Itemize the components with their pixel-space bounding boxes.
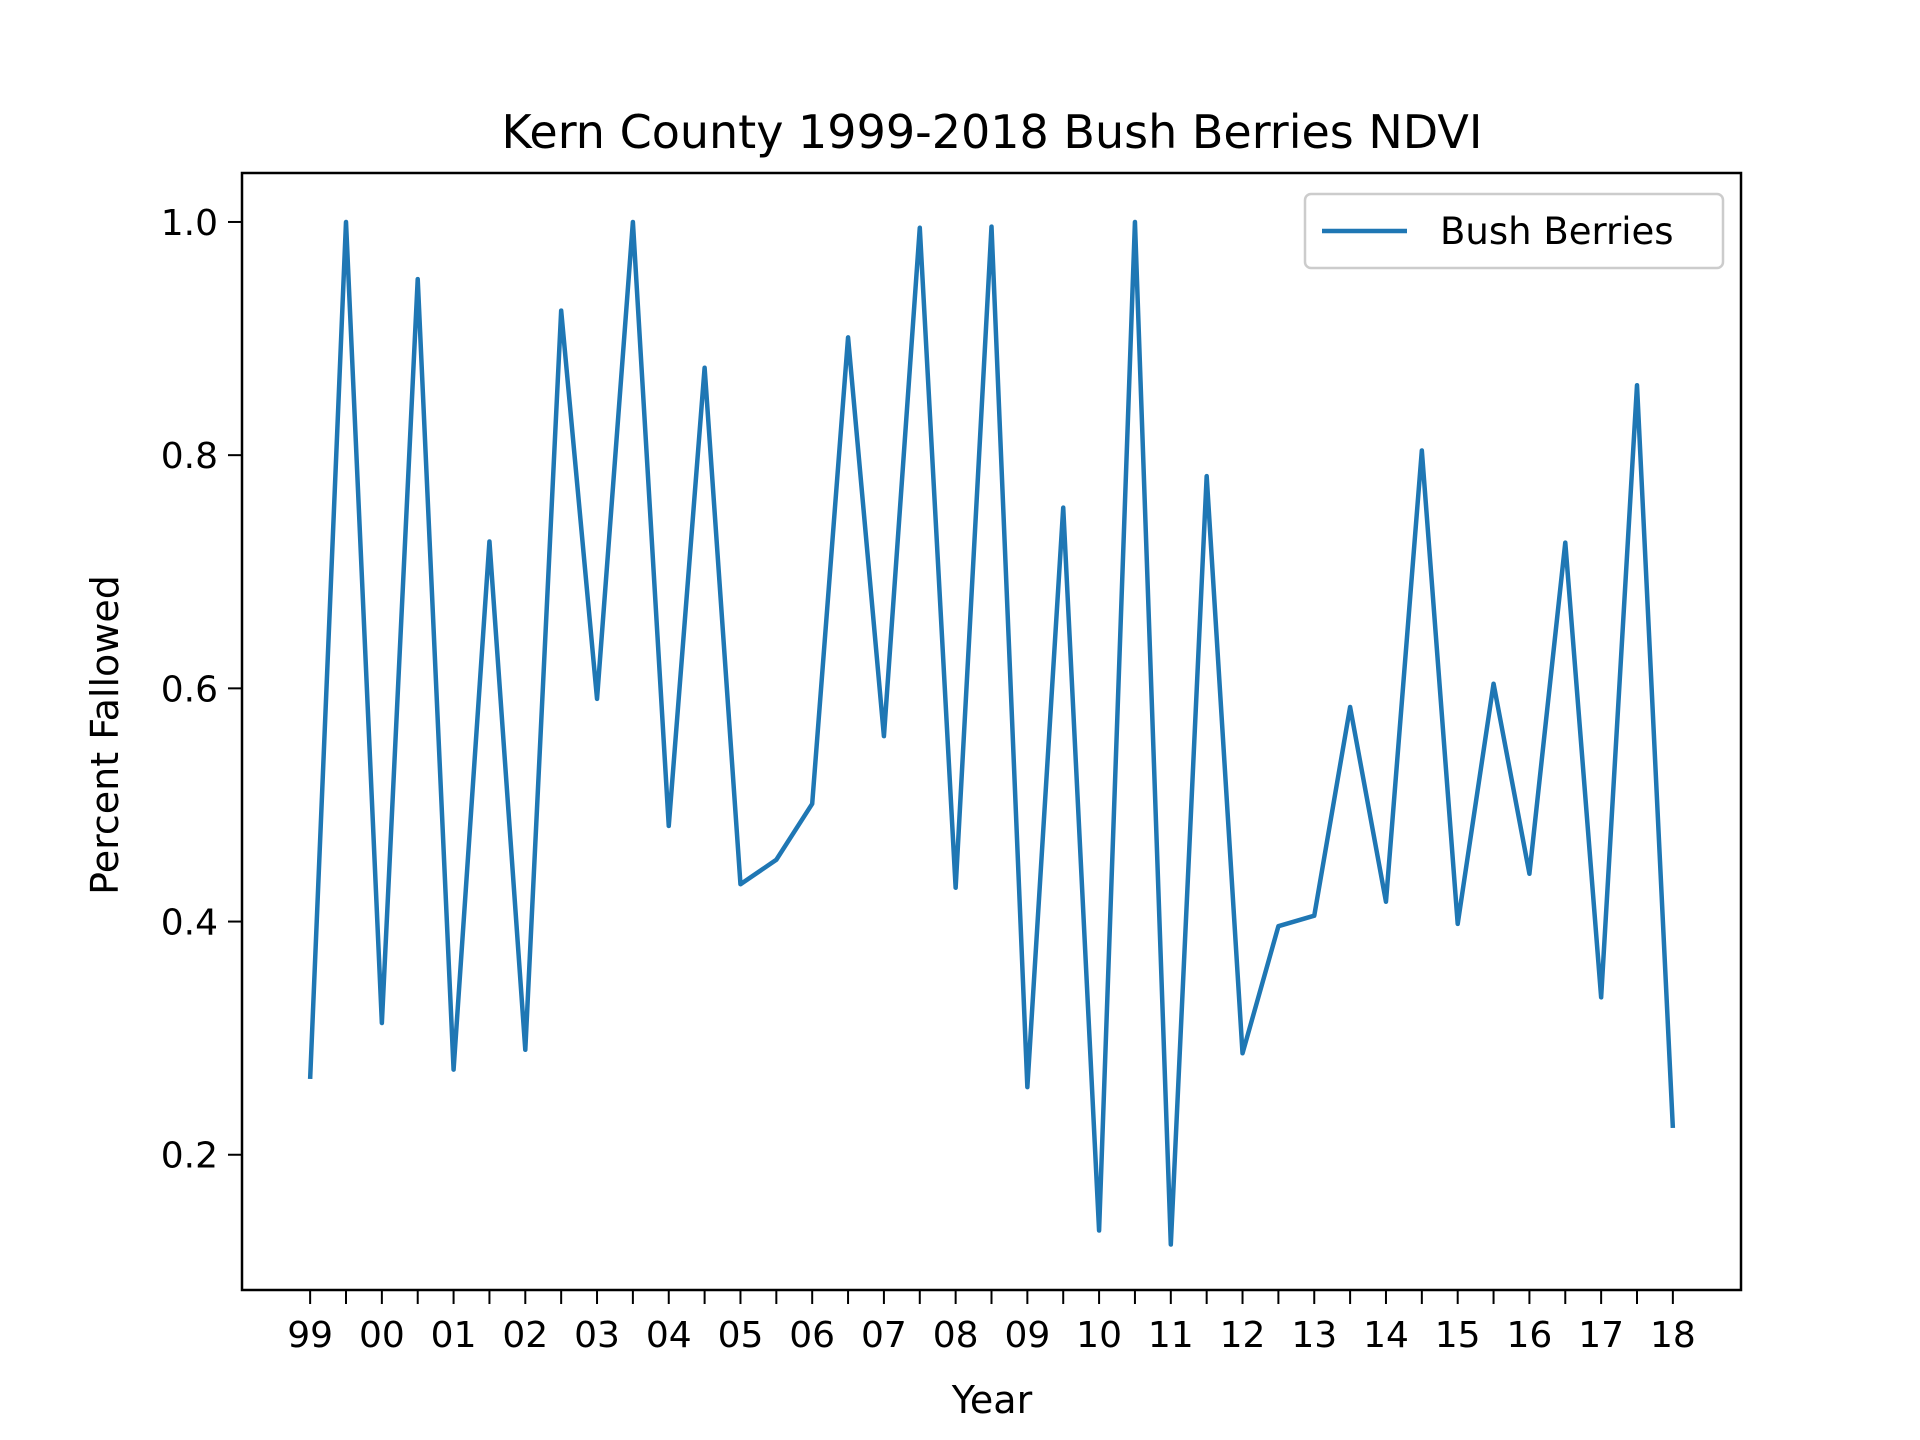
- y-tick-label: 1.0: [161, 203, 218, 244]
- y-tick-label: 0.8: [161, 436, 218, 477]
- x-tick-label: 04: [646, 1315, 692, 1356]
- x-tick-label: 17: [1578, 1315, 1624, 1356]
- axis-ticks: 99 00 01 02 03 04 05 06 07 08 09 10 11 12 13 14 15 16 17 18…: [161, 203, 1696, 1356]
- x-tick-label: 99: [287, 1315, 333, 1356]
- x-tick-label: 14: [1363, 1315, 1409, 1356]
- y-axis-label: Percent Fallowed: [83, 575, 127, 895]
- series-line-bush-berries: [307, 219, 1676, 1247]
- x-tick-label: 15: [1435, 1315, 1481, 1356]
- plot-frame: [240, 171, 1743, 1292]
- x-tick-label: 08: [933, 1315, 979, 1356]
- y-tick-label: 0.6: [161, 669, 218, 710]
- x-tick-label: 07: [861, 1315, 907, 1356]
- x-tick-label: 03: [574, 1315, 620, 1356]
- series-layer: [307, 219, 1676, 1247]
- x-tick-label: 06: [789, 1315, 835, 1356]
- x-tick-label: 10: [1076, 1315, 1122, 1356]
- x-tick-label: 11: [1148, 1315, 1194, 1356]
- y-tick-label: 0.4: [161, 903, 218, 944]
- legend: Bush Berries: [1303, 192, 1725, 270]
- x-tick-label: 00: [359, 1315, 405, 1356]
- x-tick-label: 02: [502, 1315, 548, 1356]
- legend-label: Bush Berries: [1440, 210, 1674, 253]
- legend-box: [1303, 192, 1725, 270]
- x-tick-label: 16: [1507, 1315, 1553, 1356]
- y-tick-label: 0.2: [161, 1136, 218, 1177]
- x-tick-label: 05: [718, 1315, 764, 1356]
- x-tick-label: 01: [431, 1315, 477, 1356]
- x-tick-label: 13: [1291, 1315, 1337, 1356]
- x-tick-label: 12: [1220, 1315, 1266, 1356]
- chart-title: Kern County 1999-2018 Bush Berries NDVI: [502, 105, 1483, 159]
- x-tick-label: 18: [1650, 1315, 1696, 1356]
- x-tick-label: 09: [1004, 1315, 1050, 1356]
- x-axis-label: Year: [951, 1378, 1033, 1422]
